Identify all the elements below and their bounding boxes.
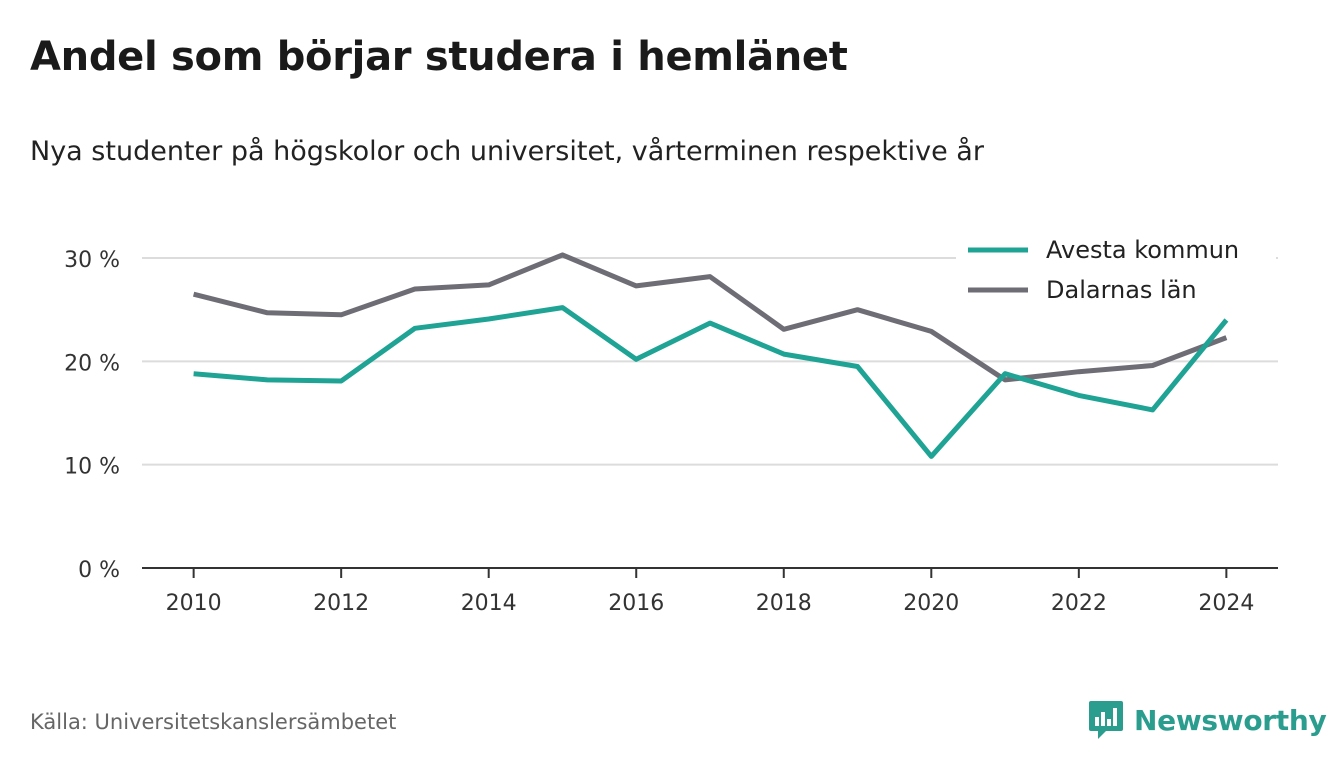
y-tick-label: 10 %: [64, 455, 120, 480]
x-tick-label: 2018: [756, 591, 812, 616]
y-tick-label: 20 %: [64, 351, 120, 376]
brand-name: Newsworthy: [1134, 703, 1327, 737]
source-note: Källa: Universitetskanslersämbetet: [30, 710, 397, 734]
x-tick-label: 2024: [1198, 591, 1254, 616]
x-tick-label: 2022: [1051, 591, 1107, 616]
x-tick-label: 2014: [461, 591, 517, 616]
y-tick-label: 30 %: [64, 248, 120, 273]
series-line-dalarnas-l-n: [192, 252, 1228, 383]
x-tick-label: 2016: [608, 591, 664, 616]
legend: Avesta kommun Dalarnas län: [956, 228, 1276, 314]
series-lines: [192, 252, 1229, 459]
chart-title: Andel som börjar studera i hemlänet: [30, 34, 848, 80]
chart-subtitle: Nya studenter på högskolor och universit…: [30, 136, 984, 167]
brand-logo[interactable]: Newsworthy: [1088, 698, 1327, 742]
legend-label: Avesta kommun: [1046, 236, 1239, 264]
axes: 0 % 10 % 20 % 30 % 2010 2012 2014 2016 2018 2020 2…: [64, 248, 1278, 616]
x-tick-label: 2012: [313, 591, 369, 616]
x-tick-label: 2020: [903, 591, 959, 616]
x-tick-label: 2010: [166, 591, 222, 616]
series-line-avesta-kommun: [193, 305, 1229, 459]
legend-label: Dalarnas län: [1046, 276, 1197, 304]
newsworthy-logo-icon: [1089, 701, 1123, 739]
y-tick-label: 0 %: [78, 558, 120, 583]
legend-background: [956, 228, 1276, 314]
